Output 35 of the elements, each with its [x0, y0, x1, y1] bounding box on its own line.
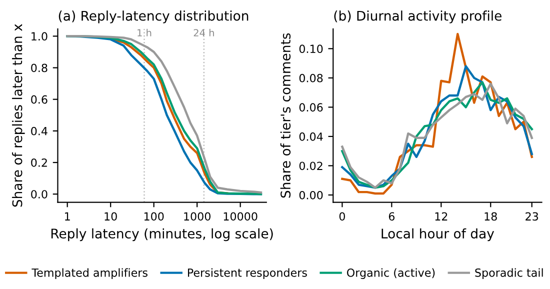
- chart-title: (a) Reply-latency distribution: [58, 10, 248, 24]
- y-tick-label: 0.02: [299, 162, 322, 170]
- y-tick-label: 0.8: [31, 64, 48, 72]
- y-tick-label: 0.10: [299, 44, 323, 54]
- x-axis-title: Local hour of day: [382, 228, 494, 242]
- x-tick-label: 12: [435, 212, 448, 220]
- y-axis-title: Share of tier's comments: [280, 33, 291, 198]
- y-tick-label: 0.0: [31, 190, 48, 198]
- ref-line-label: 24 h: [194, 28, 214, 36]
- legend-label: Persistent responders: [188, 268, 307, 279]
- x-tick-label: 1: [65, 212, 70, 220]
- y-tick-label: 0.6: [31, 95, 48, 104]
- y-tick-label: 1.0: [32, 32, 48, 41]
- line-series: [341, 32, 533, 195]
- y-tick-label: 0.08: [299, 74, 323, 82]
- y-tick-label: 0.4: [31, 126, 48, 136]
- y-tick-label: 0.04: [299, 132, 323, 141]
- x-tick-label: 18: [484, 212, 497, 221]
- ref-line-label: 1 h: [138, 28, 152, 36]
- legend-label: Sporadic tail: [475, 268, 543, 279]
- x-axis-title: Reply latency (minutes, log scale): [51, 228, 273, 242]
- x-tick-label: 23: [526, 212, 538, 221]
- y-tick-label: 0.00: [299, 190, 323, 200]
- x-tick-label: 100: [144, 212, 164, 221]
- x-tick-label: 10000: [224, 212, 258, 221]
- legend-label: Organic (active): [347, 268, 435, 279]
- y-tick-label: 0.06: [299, 103, 323, 112]
- x-tick-label: 0: [339, 212, 345, 221]
- chart-title: (b) Diurnal activity profile: [334, 10, 502, 24]
- x-tick-label: 1000: [184, 212, 210, 221]
- y-tick-label: 0.2: [31, 158, 47, 167]
- x-tick-label: 10: [104, 212, 117, 221]
- y-axis-title: Share of replies later than x: [12, 24, 25, 207]
- legend-label: Templated amplifiers: [32, 268, 148, 279]
- x-tick-label: 6: [388, 212, 395, 221]
